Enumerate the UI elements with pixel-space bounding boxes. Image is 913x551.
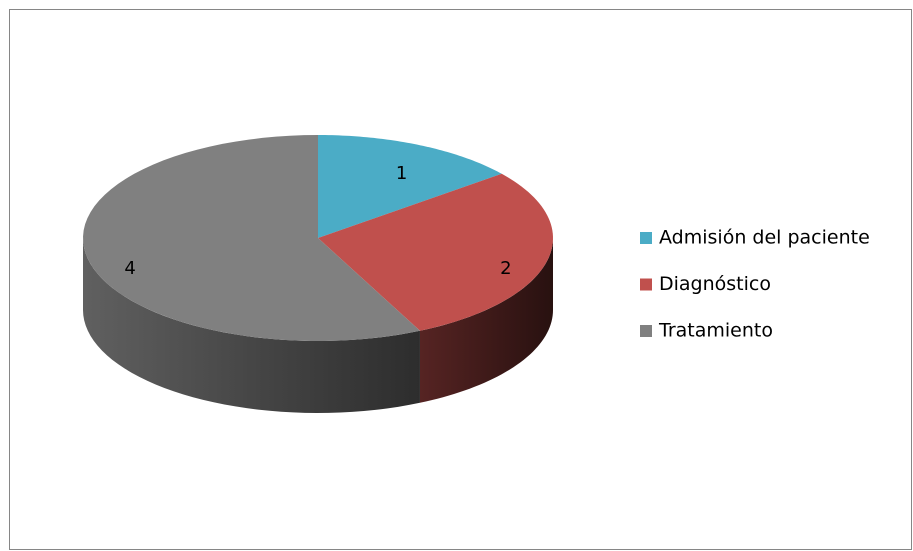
legend-label: Diagnóstico xyxy=(659,273,771,295)
legend-swatch xyxy=(640,325,652,337)
slice-side xyxy=(83,238,420,413)
legend-swatch xyxy=(640,278,652,291)
legend-label: Admisión del paciente xyxy=(659,227,870,249)
slice-side xyxy=(419,238,553,403)
legend-label: Tratamiento xyxy=(658,320,773,342)
slice xyxy=(83,135,420,341)
data-label: 1 xyxy=(396,163,407,184)
legend-swatch xyxy=(640,232,652,244)
slice xyxy=(318,135,502,238)
data-label: 2 xyxy=(500,258,511,279)
data-label: 4 xyxy=(124,258,135,279)
slice xyxy=(318,173,553,331)
